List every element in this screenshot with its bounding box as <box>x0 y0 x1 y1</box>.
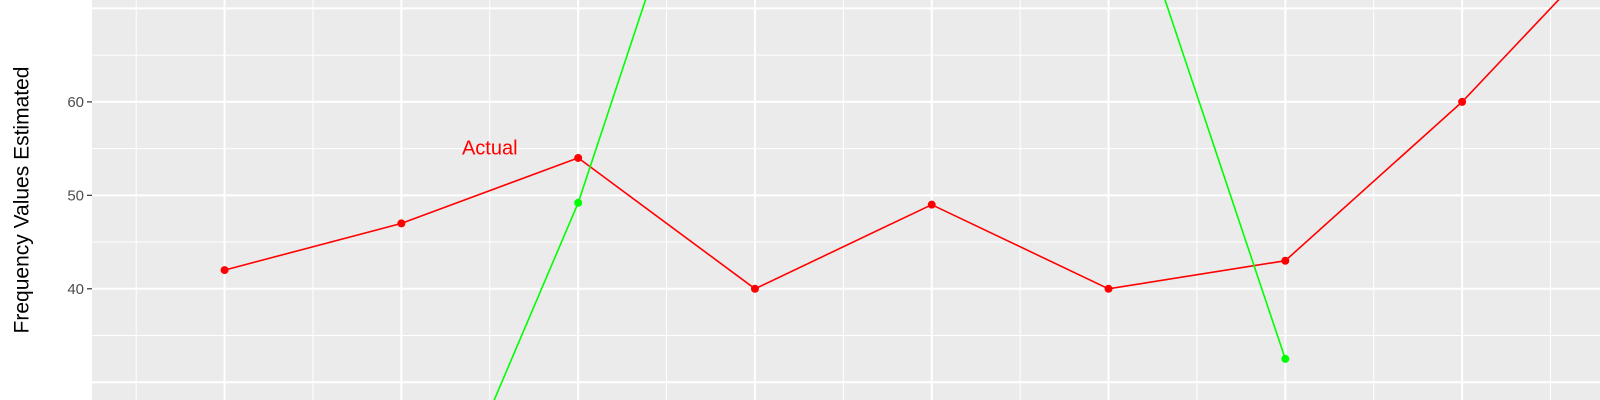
annotation-label: Actual <box>462 138 518 160</box>
series-1-point <box>397 219 406 228</box>
series-2-point <box>574 198 583 207</box>
series-1-point <box>927 200 936 209</box>
y-axis: 40 50 60 <box>67 94 92 298</box>
y-tick-label: 60 <box>67 94 84 111</box>
annotation-layer: Actual <box>462 138 518 160</box>
series-1-point <box>1281 256 1290 265</box>
y-tick-label: 50 <box>67 187 84 204</box>
series-2-point <box>1281 354 1290 363</box>
series-1-point <box>750 284 759 293</box>
plot-panel-background <box>92 0 1600 400</box>
series-1-point <box>220 266 229 275</box>
series-1-point <box>1104 284 1113 293</box>
series-1-point <box>1458 97 1467 106</box>
series-2-line <box>493 0 1287 400</box>
y-tick-label: 40 <box>67 281 84 298</box>
series-layer <box>220 0 1560 400</box>
series-1-point <box>574 153 583 162</box>
grid-lines <box>92 0 1600 400</box>
